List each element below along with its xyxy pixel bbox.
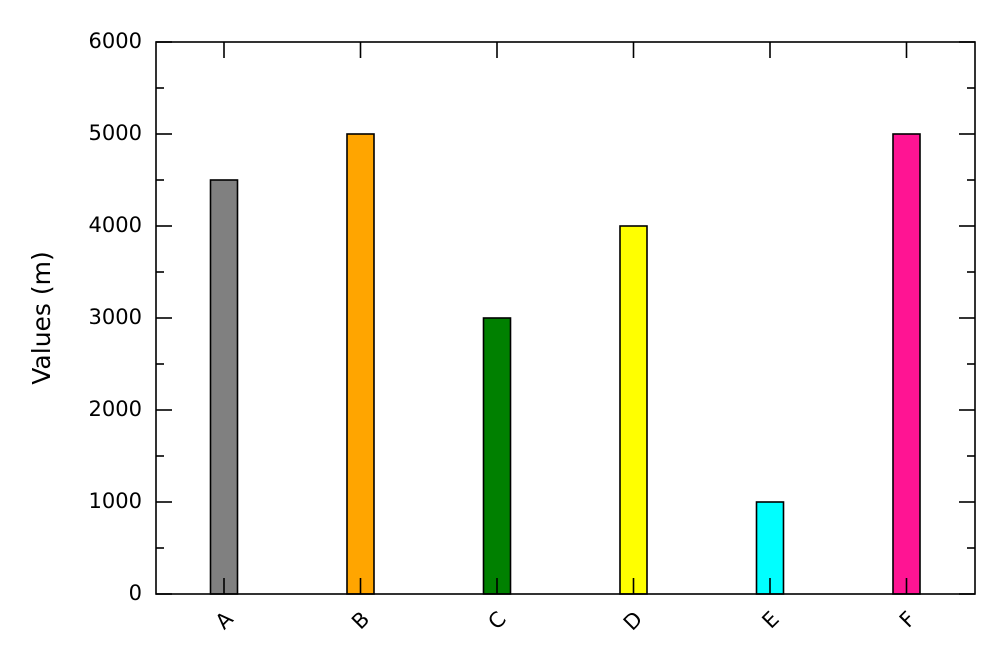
y-tick-label-5000: 5000 [89,121,142,145]
bar-F [892,133,921,595]
bar-A [209,179,239,595]
ticks-layer [156,41,975,595]
y-tick-label-3000: 3000 [89,305,142,329]
y-tick-label-1000: 1000 [89,489,142,513]
bar-B [346,133,375,595]
plot-frame [155,41,976,595]
x-tick-label-E: E [757,607,783,633]
y-axis-label: Values (m) [27,251,56,384]
x-tick-label-D: D [619,607,647,635]
bar-D [619,225,648,595]
x-tick-label-F: F [895,607,921,633]
bars-layer [209,133,921,595]
x-tick-label-B: B [347,607,374,634]
y-tick-label-2000: 2000 [89,397,142,421]
x-tick-label-C: C [483,607,510,634]
y-tick-label-6000: 6000 [89,29,142,53]
y-tick-label-0: 0 [129,581,142,605]
bar-C [482,317,512,595]
x-tick-label-A: A [211,606,239,634]
y-tick-label-4000: 4000 [89,213,142,237]
